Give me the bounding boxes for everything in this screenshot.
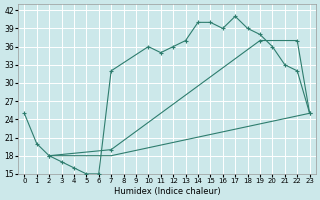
X-axis label: Humidex (Indice chaleur): Humidex (Indice chaleur) bbox=[114, 187, 220, 196]
